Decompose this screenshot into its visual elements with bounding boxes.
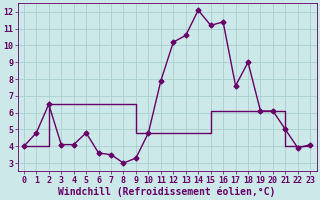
X-axis label: Windchill (Refroidissement éolien,°C): Windchill (Refroidissement éolien,°C): [58, 186, 276, 197]
